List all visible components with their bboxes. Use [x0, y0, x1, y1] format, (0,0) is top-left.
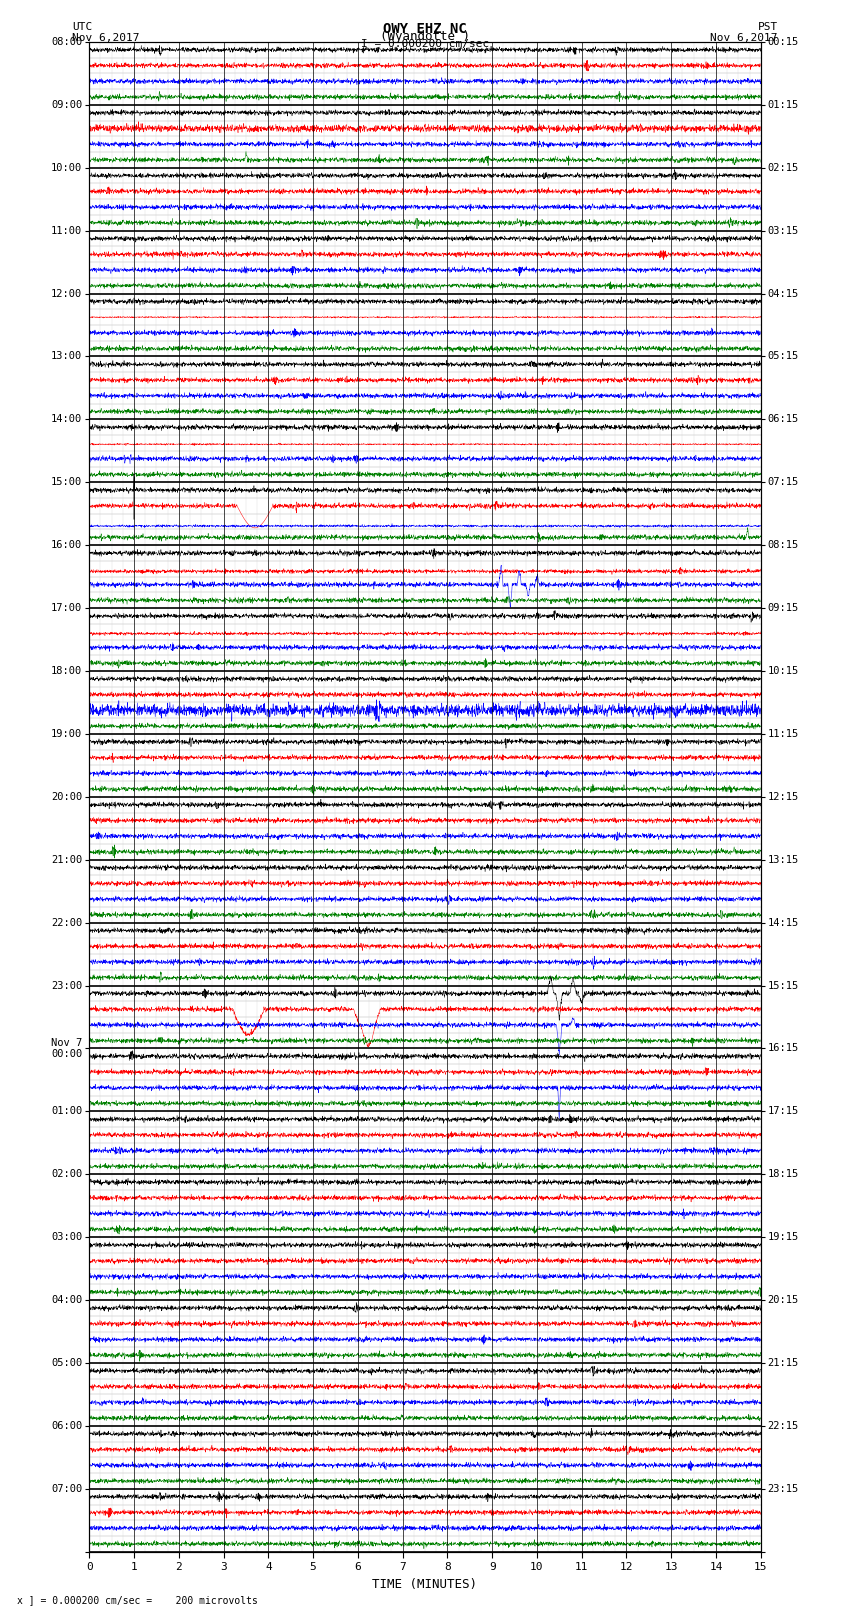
Text: PST
Nov 6,2017: PST Nov 6,2017 [711, 23, 778, 44]
Text: OWY EHZ NC: OWY EHZ NC [383, 23, 467, 35]
Text: x ] = 0.000200 cm/sec =    200 microvolts: x ] = 0.000200 cm/sec = 200 microvolts [17, 1595, 258, 1605]
X-axis label: TIME (MINUTES): TIME (MINUTES) [372, 1578, 478, 1590]
Text: UTC
Nov 6,2017: UTC Nov 6,2017 [72, 23, 139, 44]
Text: (Wyandotte ): (Wyandotte ) [380, 31, 470, 44]
Text: I = 0.000200 cm/sec: I = 0.000200 cm/sec [361, 39, 489, 48]
